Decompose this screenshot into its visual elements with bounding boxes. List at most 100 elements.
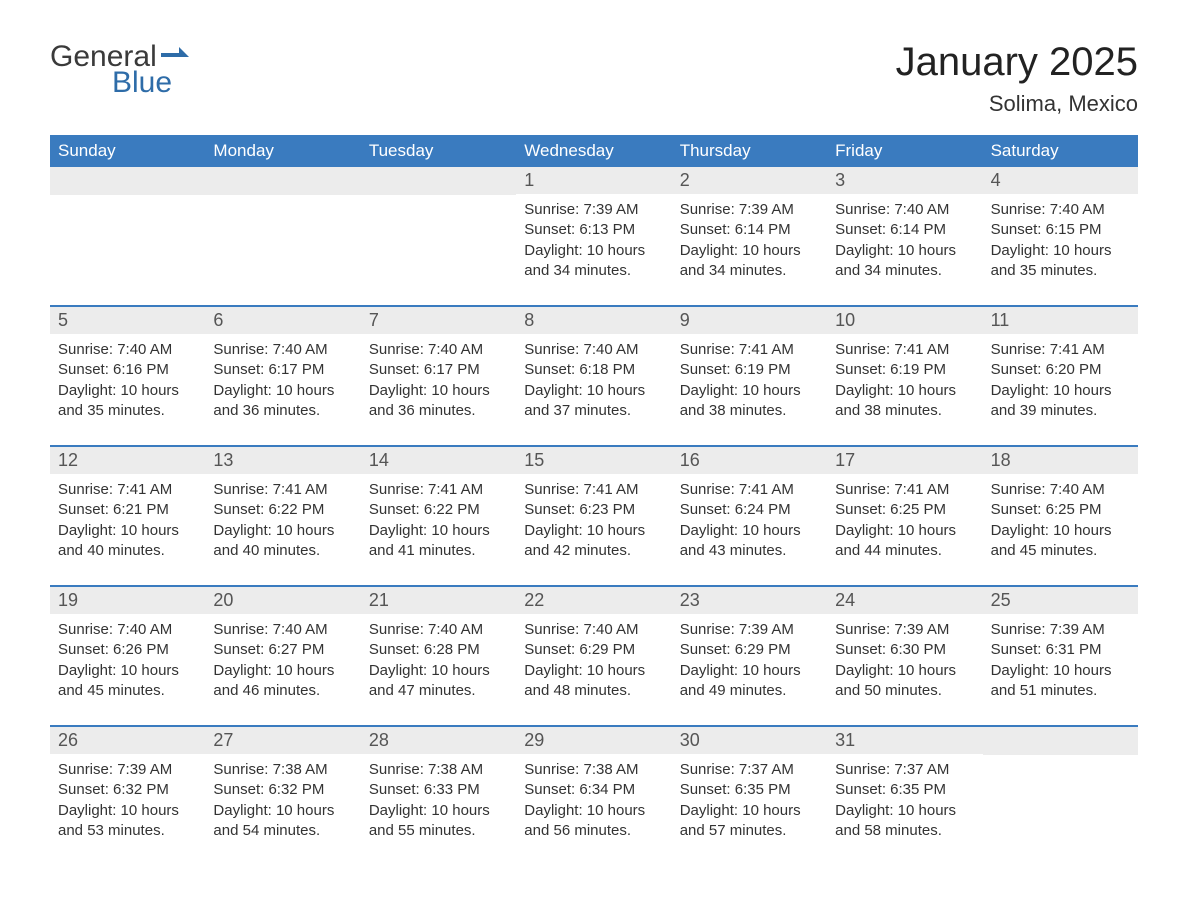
- day-body: Sunrise: 7:39 AMSunset: 6:30 PMDaylight:…: [827, 614, 982, 705]
- daylight-line2: and 38 minutes.: [835, 401, 974, 421]
- daylight-line1: Daylight: 10 hours: [524, 661, 663, 681]
- day-cell: 8Sunrise: 7:40 AMSunset: 6:18 PMDaylight…: [516, 307, 671, 427]
- day-body: Sunrise: 7:39 AMSunset: 6:31 PMDaylight:…: [983, 614, 1138, 705]
- day-body: Sunrise: 7:40 AMSunset: 6:17 PMDaylight:…: [361, 334, 516, 425]
- day-cell: 27Sunrise: 7:38 AMSunset: 6:32 PMDayligh…: [205, 727, 360, 847]
- daylight-line1: Daylight: 10 hours: [991, 661, 1130, 681]
- daylight-line1: Daylight: 10 hours: [369, 661, 508, 681]
- day-body: Sunrise: 7:40 AMSunset: 6:18 PMDaylight:…: [516, 334, 671, 425]
- sunset-text: Sunset: 6:31 PM: [991, 640, 1130, 660]
- day-number: 23: [672, 587, 827, 614]
- day-body: Sunrise: 7:41 AMSunset: 6:23 PMDaylight:…: [516, 474, 671, 565]
- day-header-sat: Saturday: [983, 135, 1138, 167]
- day-number: 4: [983, 167, 1138, 194]
- day-body: Sunrise: 7:39 AMSunset: 6:13 PMDaylight:…: [516, 194, 671, 285]
- sunrise-text: Sunrise: 7:40 AM: [835, 200, 974, 220]
- day-number: 20: [205, 587, 360, 614]
- daylight-line2: and 40 minutes.: [58, 541, 197, 561]
- daylight-line2: and 51 minutes.: [991, 681, 1130, 701]
- sunset-text: Sunset: 6:34 PM: [524, 780, 663, 800]
- day-cell: [361, 167, 516, 287]
- daylight-line1: Daylight: 10 hours: [524, 801, 663, 821]
- day-number: 27: [205, 727, 360, 754]
- sunset-text: Sunset: 6:14 PM: [680, 220, 819, 240]
- sunrise-text: Sunrise: 7:41 AM: [835, 480, 974, 500]
- day-cell: 15Sunrise: 7:41 AMSunset: 6:23 PMDayligh…: [516, 447, 671, 567]
- daylight-line1: Daylight: 10 hours: [369, 801, 508, 821]
- daylight-line2: and 57 minutes.: [680, 821, 819, 841]
- day-header-sun: Sunday: [50, 135, 205, 167]
- day-body: Sunrise: 7:41 AMSunset: 6:20 PMDaylight:…: [983, 334, 1138, 425]
- day-body: Sunrise: 7:37 AMSunset: 6:35 PMDaylight:…: [827, 754, 982, 845]
- sunset-text: Sunset: 6:32 PM: [58, 780, 197, 800]
- daylight-line2: and 53 minutes.: [58, 821, 197, 841]
- day-cell: 20Sunrise: 7:40 AMSunset: 6:27 PMDayligh…: [205, 587, 360, 707]
- sunset-text: Sunset: 6:14 PM: [835, 220, 974, 240]
- sunset-text: Sunset: 6:28 PM: [369, 640, 508, 660]
- day-cell: 2Sunrise: 7:39 AMSunset: 6:14 PMDaylight…: [672, 167, 827, 287]
- day-number: 26: [50, 727, 205, 754]
- empty-day-bar: [205, 167, 360, 195]
- day-number: 21: [361, 587, 516, 614]
- daylight-line1: Daylight: 10 hours: [835, 521, 974, 541]
- day-number: 19: [50, 587, 205, 614]
- sunrise-text: Sunrise: 7:41 AM: [680, 480, 819, 500]
- day-number: 9: [672, 307, 827, 334]
- day-number: 6: [205, 307, 360, 334]
- day-header-row: Sunday Monday Tuesday Wednesday Thursday…: [50, 135, 1138, 167]
- day-number: 8: [516, 307, 671, 334]
- day-number: 14: [361, 447, 516, 474]
- day-cell: 11Sunrise: 7:41 AMSunset: 6:20 PMDayligh…: [983, 307, 1138, 427]
- day-cell: 22Sunrise: 7:40 AMSunset: 6:29 PMDayligh…: [516, 587, 671, 707]
- daylight-line2: and 38 minutes.: [680, 401, 819, 421]
- sunset-text: Sunset: 6:35 PM: [835, 780, 974, 800]
- sunset-text: Sunset: 6:30 PM: [835, 640, 974, 660]
- daylight-line2: and 42 minutes.: [524, 541, 663, 561]
- day-body: Sunrise: 7:38 AMSunset: 6:33 PMDaylight:…: [361, 754, 516, 845]
- sunrise-text: Sunrise: 7:38 AM: [524, 760, 663, 780]
- daylight-line2: and 45 minutes.: [991, 541, 1130, 561]
- day-body: Sunrise: 7:37 AMSunset: 6:35 PMDaylight:…: [672, 754, 827, 845]
- sunset-text: Sunset: 6:29 PM: [680, 640, 819, 660]
- day-number: 17: [827, 447, 982, 474]
- daylight-line1: Daylight: 10 hours: [213, 801, 352, 821]
- daylight-line2: and 50 minutes.: [835, 681, 974, 701]
- sunset-text: Sunset: 6:19 PM: [680, 360, 819, 380]
- day-cell: 10Sunrise: 7:41 AMSunset: 6:19 PMDayligh…: [827, 307, 982, 427]
- day-body: Sunrise: 7:41 AMSunset: 6:24 PMDaylight:…: [672, 474, 827, 565]
- daylight-line1: Daylight: 10 hours: [369, 521, 508, 541]
- daylight-line2: and 40 minutes.: [213, 541, 352, 561]
- sunset-text: Sunset: 6:35 PM: [680, 780, 819, 800]
- day-cell: 4Sunrise: 7:40 AMSunset: 6:15 PMDaylight…: [983, 167, 1138, 287]
- sunrise-text: Sunrise: 7:39 AM: [991, 620, 1130, 640]
- sunrise-text: Sunrise: 7:40 AM: [369, 340, 508, 360]
- daylight-line2: and 35 minutes.: [58, 401, 197, 421]
- sunrise-text: Sunrise: 7:41 AM: [835, 340, 974, 360]
- sunrise-text: Sunrise: 7:38 AM: [213, 760, 352, 780]
- sunrise-text: Sunrise: 7:39 AM: [680, 200, 819, 220]
- title-block: January 2025 Solima, Mexico: [896, 40, 1138, 117]
- sunrise-text: Sunrise: 7:41 AM: [680, 340, 819, 360]
- week-row: 12Sunrise: 7:41 AMSunset: 6:21 PMDayligh…: [50, 445, 1138, 567]
- sunset-text: Sunset: 6:22 PM: [369, 500, 508, 520]
- day-cell: 16Sunrise: 7:41 AMSunset: 6:24 PMDayligh…: [672, 447, 827, 567]
- sunset-text: Sunset: 6:17 PM: [369, 360, 508, 380]
- sunset-text: Sunset: 6:15 PM: [991, 220, 1130, 240]
- day-number: 29: [516, 727, 671, 754]
- sunset-text: Sunset: 6:16 PM: [58, 360, 197, 380]
- week-row: 1Sunrise: 7:39 AMSunset: 6:13 PMDaylight…: [50, 167, 1138, 287]
- daylight-line2: and 34 minutes.: [835, 261, 974, 281]
- logo: General Blue: [50, 40, 189, 100]
- day-number: 22: [516, 587, 671, 614]
- day-body: Sunrise: 7:40 AMSunset: 6:17 PMDaylight:…: [205, 334, 360, 425]
- day-body: Sunrise: 7:40 AMSunset: 6:27 PMDaylight:…: [205, 614, 360, 705]
- daylight-line1: Daylight: 10 hours: [680, 521, 819, 541]
- daylight-line1: Daylight: 10 hours: [991, 381, 1130, 401]
- daylight-line1: Daylight: 10 hours: [524, 241, 663, 261]
- day-cell: 21Sunrise: 7:40 AMSunset: 6:28 PMDayligh…: [361, 587, 516, 707]
- sunrise-text: Sunrise: 7:40 AM: [213, 340, 352, 360]
- day-body: Sunrise: 7:38 AMSunset: 6:32 PMDaylight:…: [205, 754, 360, 845]
- sunrise-text: Sunrise: 7:40 AM: [991, 200, 1130, 220]
- day-header-fri: Friday: [827, 135, 982, 167]
- day-body: Sunrise: 7:41 AMSunset: 6:19 PMDaylight:…: [672, 334, 827, 425]
